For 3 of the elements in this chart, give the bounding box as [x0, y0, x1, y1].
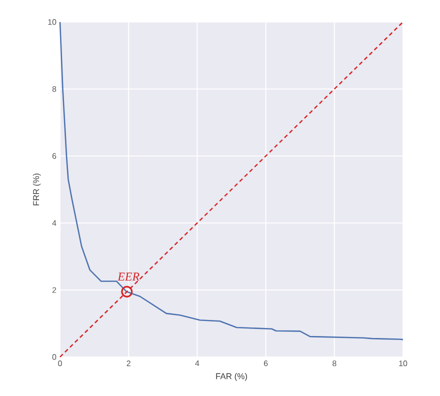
y-axis-title: FRR (%) [32, 174, 41, 206]
annotation: EER [118, 272, 140, 280]
x-axis-title: FAR (%) [216, 373, 247, 381]
